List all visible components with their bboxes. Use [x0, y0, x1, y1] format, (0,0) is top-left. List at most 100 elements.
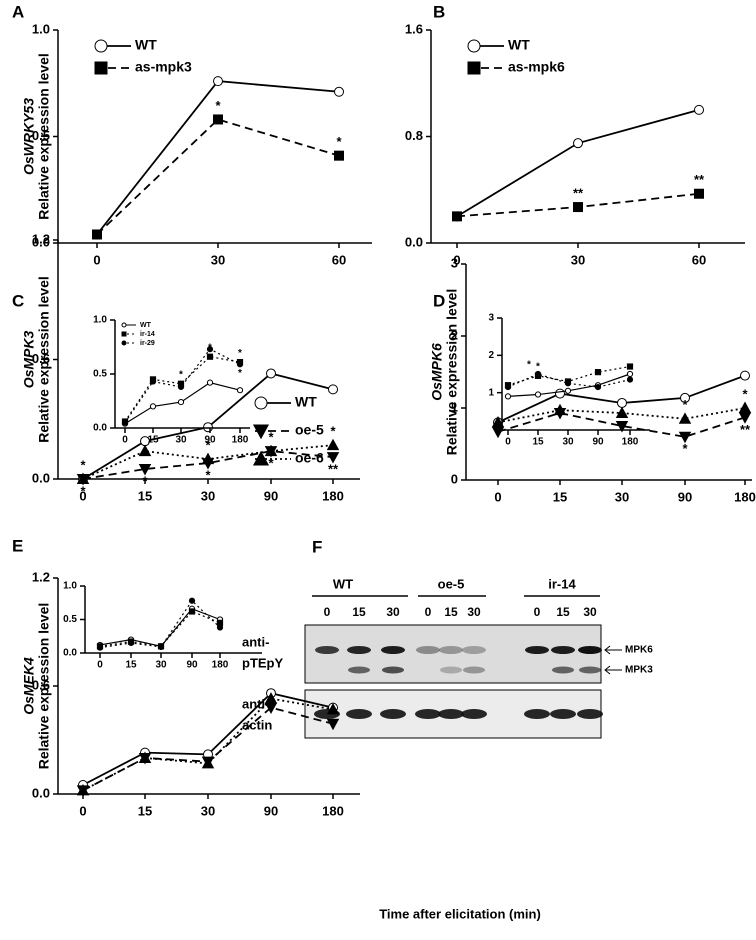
point	[617, 397, 627, 408]
point	[236, 361, 244, 368]
x-tick-label: 90	[678, 489, 692, 504]
point	[216, 624, 224, 631]
band	[438, 709, 464, 719]
y-axis-title: Relative expression level	[36, 53, 52, 220]
y-axis-title: OsWRKY53	[21, 98, 37, 175]
point	[594, 369, 602, 376]
x-tick-label: 30	[571, 252, 585, 267]
y-tick-label: 0.5	[32, 128, 50, 143]
point	[206, 346, 214, 353]
significance-label: *	[179, 369, 183, 380]
y-tick-label: 2	[451, 327, 458, 342]
series-line	[99, 608, 221, 647]
y-tick-label: 1.2	[32, 569, 50, 584]
band	[552, 666, 574, 674]
significance-label: **	[694, 172, 705, 187]
y-tick-label: 3	[488, 313, 494, 324]
y-axis-title: OsMEK4	[21, 657, 37, 715]
legend-label: WT	[295, 394, 317, 410]
point	[127, 639, 135, 647]
legend-marker	[252, 450, 270, 466]
x-tick-label: 15	[138, 803, 152, 818]
significance-label: *	[142, 473, 148, 488]
point	[264, 692, 278, 704]
point	[452, 211, 462, 222]
point	[678, 431, 692, 444]
point	[138, 444, 152, 457]
significance-label: *	[268, 456, 274, 471]
legend-marker	[121, 331, 127, 337]
point	[534, 370, 542, 378]
point	[594, 383, 602, 391]
panel-letter: D	[433, 291, 445, 310]
significance-label: *	[682, 397, 688, 412]
band	[416, 646, 440, 654]
x-tick-label: 15	[532, 437, 544, 448]
point	[266, 368, 276, 379]
significance-label: *	[536, 362, 540, 373]
y-tick-label: 0.6	[32, 351, 50, 366]
series-line	[82, 697, 334, 792]
legend-label: ir-14	[140, 331, 155, 338]
point	[203, 422, 213, 433]
band	[346, 709, 372, 719]
y-tick-label: 0.5	[63, 614, 77, 625]
x-tick-label: 90	[264, 488, 278, 503]
point	[694, 188, 704, 199]
significance-label: *	[205, 468, 211, 483]
y-tick-label: 1.2	[32, 231, 50, 246]
legend-label: WT	[508, 37, 530, 53]
x-tick-label: 0	[93, 252, 100, 267]
x-tick-label: 90	[204, 435, 216, 446]
point	[334, 150, 344, 161]
point	[491, 415, 505, 428]
y-tick-label: 0.5	[93, 369, 107, 380]
significance-label: *	[80, 457, 86, 472]
point	[615, 421, 629, 433]
x-tick-label: 0	[453, 252, 460, 267]
panel-letter: B	[433, 2, 445, 21]
chart: B 0.0 0.8 1.6 0 30 60 WT ** ** as-mpk6	[405, 2, 745, 267]
x-tick-label: 0	[79, 803, 86, 818]
group-label: oe-5	[438, 576, 465, 591]
x-tick-label: 90	[186, 660, 198, 671]
y-axis-title: Relative expression level	[36, 276, 52, 443]
point	[76, 472, 90, 484]
y-tick-label: 0.0	[32, 785, 50, 800]
significance-label: *	[238, 368, 242, 379]
x-tick-label: 0	[494, 489, 501, 504]
band	[382, 666, 404, 674]
point	[326, 438, 340, 451]
x-tick-label: 0	[97, 660, 103, 671]
arrow	[604, 645, 622, 675]
y-tick-label: 0.0	[32, 470, 50, 485]
band	[348, 666, 370, 674]
legend-marker	[467, 39, 481, 53]
series-line	[99, 599, 221, 649]
point	[177, 383, 185, 391]
x-tick-label: 30	[615, 489, 629, 504]
series-line	[82, 450, 334, 480]
point	[555, 388, 565, 399]
x-tick-label: 15	[553, 489, 567, 504]
legend-label: WT	[140, 322, 152, 329]
significance-label: **	[328, 462, 339, 477]
point	[138, 751, 152, 763]
x-axis-title: Time after elicitation (min)	[379, 906, 541, 921]
lane-label: 0	[324, 605, 331, 619]
series-line	[82, 706, 334, 792]
significance-label: *	[742, 386, 748, 401]
point	[177, 398, 185, 406]
legend-label: ir-29	[140, 340, 155, 347]
x-tick-label: 60	[692, 252, 706, 267]
significance-label: **	[573, 185, 584, 200]
lane-label: 0	[425, 605, 432, 619]
point	[678, 412, 692, 424]
point	[201, 756, 215, 769]
lane-label: 0	[534, 605, 541, 619]
significance-label: *	[336, 134, 342, 149]
x-tick-label: 30	[201, 488, 215, 503]
band	[439, 646, 463, 654]
lane-label: 30	[583, 605, 597, 619]
